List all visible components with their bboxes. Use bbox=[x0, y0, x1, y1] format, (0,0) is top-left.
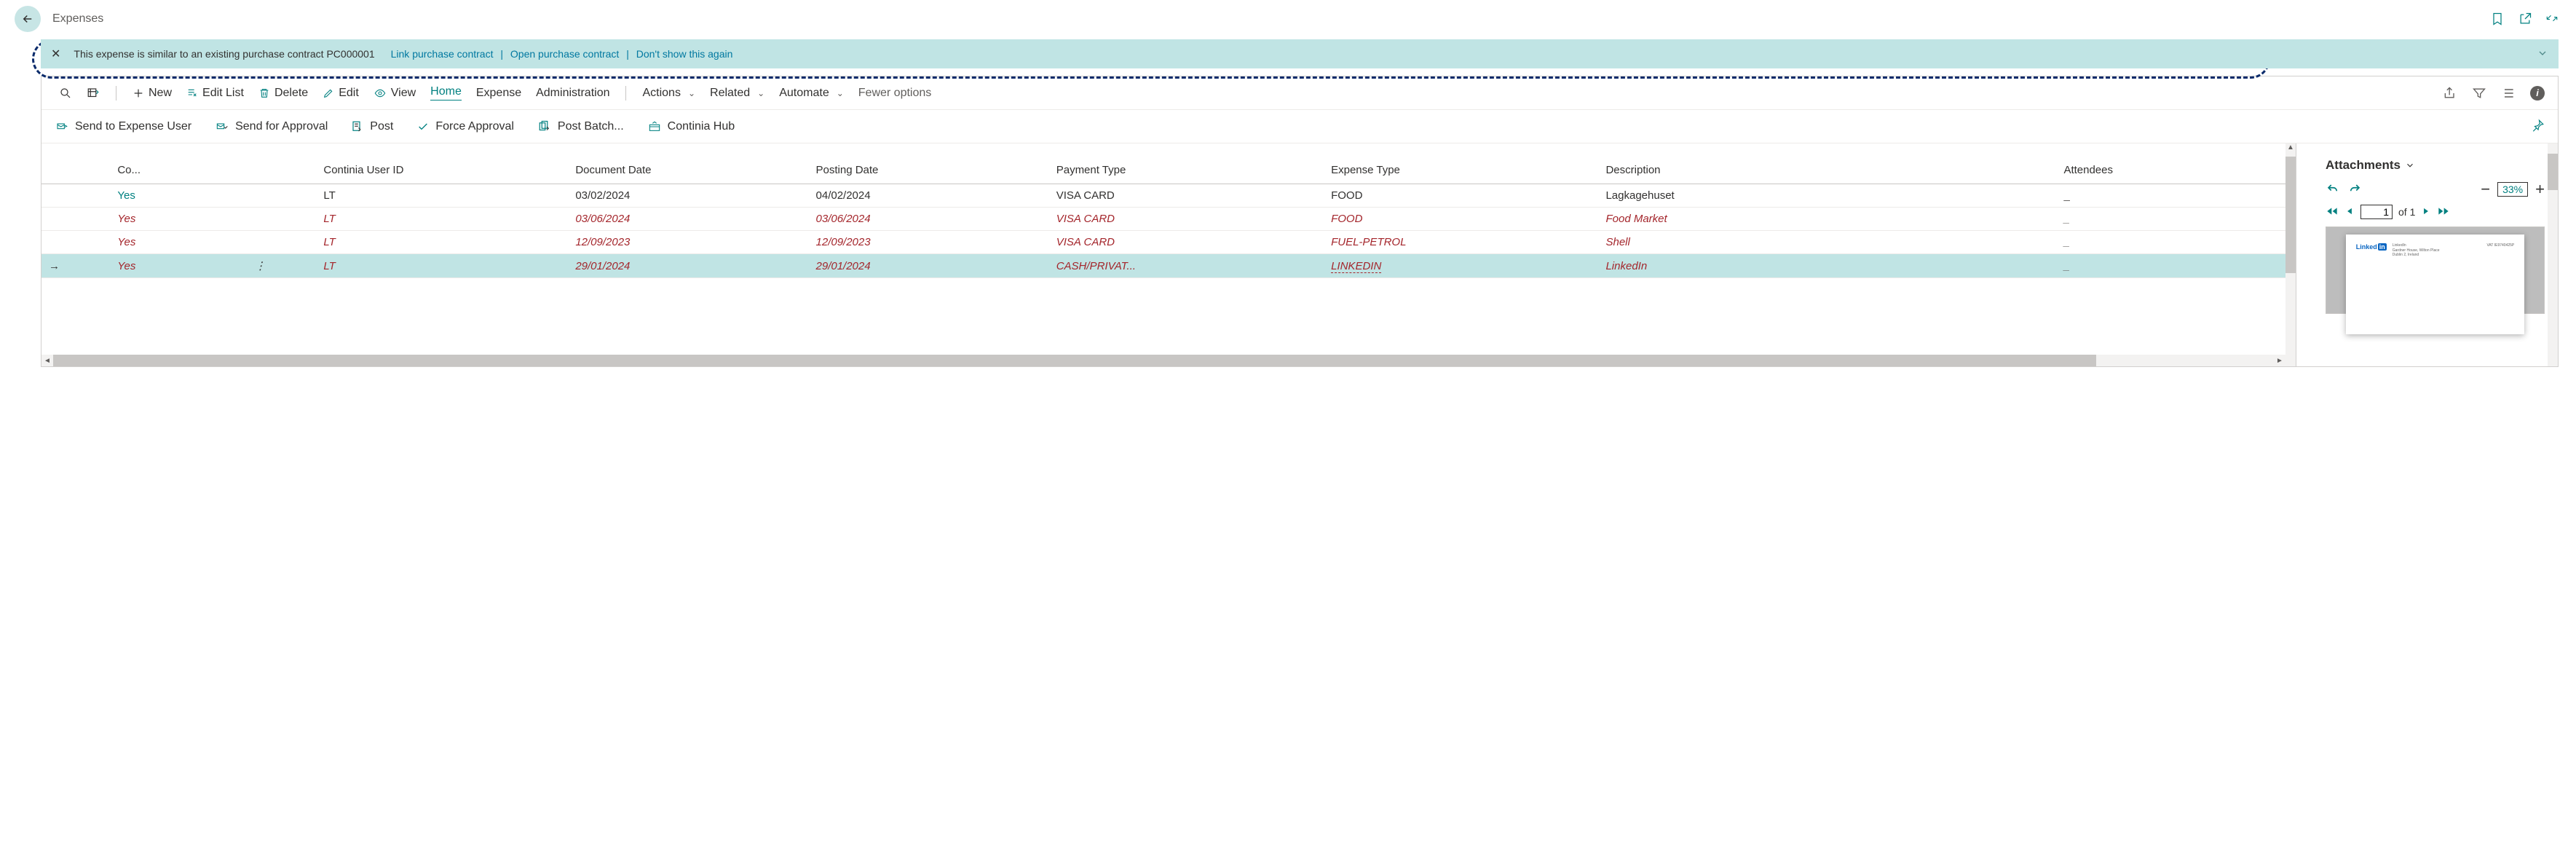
edit-list-button[interactable]: Edit List bbox=[182, 85, 248, 101]
search-icon[interactable] bbox=[55, 85, 76, 101]
table-row[interactable]: →Yes⋮LT29/01/202429/01/2024CASH/PRIVAT..… bbox=[42, 254, 2285, 278]
redo-icon[interactable] bbox=[2347, 183, 2362, 196]
page-input[interactable] bbox=[2360, 205, 2393, 219]
filter-icon[interactable] bbox=[2472, 86, 2486, 101]
attachments-heading[interactable]: Attachments bbox=[2326, 158, 2545, 173]
popout-icon[interactable] bbox=[2518, 12, 2532, 26]
col-co[interactable]: Co... bbox=[110, 158, 248, 184]
automate-menu[interactable]: Automate⌄ bbox=[775, 85, 848, 101]
col-payment-type[interactable]: Payment Type bbox=[1049, 158, 1324, 184]
undo-icon[interactable] bbox=[2326, 183, 2340, 196]
post-button[interactable]: Post bbox=[351, 120, 393, 133]
next-page-icon[interactable] bbox=[2421, 205, 2431, 219]
side-scrollbar[interactable] bbox=[2548, 143, 2558, 366]
ribbon-primary: New Edit List Delete Edit View Home bbox=[42, 76, 2558, 110]
list-layout-icon[interactable] bbox=[82, 85, 104, 101]
row-more-icon[interactable]: ⋮ bbox=[255, 260, 266, 272]
continia-hub[interactable]: Continia Hub bbox=[647, 120, 735, 133]
first-page-icon[interactable] bbox=[2326, 205, 2339, 219]
administration-tab[interactable]: Administration bbox=[532, 85, 614, 101]
bookmark-icon[interactable] bbox=[2490, 12, 2505, 26]
col-description[interactable]: Description bbox=[1598, 158, 2056, 184]
page-title: Expenses bbox=[52, 12, 103, 25]
col-attendees[interactable]: Attendees bbox=[2056, 158, 2285, 184]
view-button[interactable]: View bbox=[369, 85, 420, 101]
zoom-out[interactable]: − bbox=[2481, 180, 2490, 199]
last-page-icon[interactable] bbox=[2437, 205, 2450, 219]
edit-button[interactable]: Edit bbox=[318, 85, 363, 101]
collapse-icon[interactable] bbox=[2545, 12, 2559, 25]
send-to-expense-user[interactable]: Send to Expense User bbox=[55, 120, 191, 133]
close-icon[interactable]: ✕ bbox=[51, 47, 60, 61]
force-approval[interactable]: Force Approval bbox=[416, 120, 514, 133]
prev-page-icon[interactable] bbox=[2344, 205, 2355, 219]
link-purchase-contract[interactable]: Link purchase contract bbox=[391, 48, 494, 60]
back-button[interactable] bbox=[15, 6, 41, 32]
new-button[interactable]: New bbox=[128, 85, 176, 101]
expense-tab[interactable]: Expense bbox=[472, 85, 526, 101]
list-icon[interactable] bbox=[2501, 86, 2516, 101]
pin-icon[interactable] bbox=[2532, 119, 2545, 134]
delete-button[interactable]: Delete bbox=[254, 85, 312, 101]
col-posting-date[interactable]: Posting Date bbox=[809, 158, 1049, 184]
zoom-level[interactable]: 33% bbox=[2497, 182, 2528, 197]
table-row[interactable]: YesLT03/06/202403/06/2024VISA CARDFOODFo… bbox=[42, 208, 2285, 231]
document-preview[interactable]: Linkedin LinkedInGardner House, Wilton P… bbox=[2326, 226, 2545, 314]
home-tab[interactable]: Home bbox=[426, 84, 466, 102]
actions-menu[interactable]: Actions⌄ bbox=[638, 85, 700, 101]
col-doc-date[interactable]: Document Date bbox=[568, 158, 808, 184]
table-row[interactable]: YesLT12/09/202312/09/2023VISA CARDFUEL-P… bbox=[42, 231, 2285, 254]
info-icon[interactable]: i bbox=[2530, 86, 2545, 101]
related-menu[interactable]: Related⌄ bbox=[706, 85, 769, 101]
banner-message: This expense is similar to an existing p… bbox=[74, 48, 374, 60]
chevron-down-icon[interactable] bbox=[2537, 47, 2548, 61]
open-purchase-contract[interactable]: Open purchase contract bbox=[510, 48, 619, 60]
ribbon-secondary: Send to Expense User Send for Approval P… bbox=[42, 110, 2558, 143]
table-row[interactable]: YesLT03/02/202404/02/2024VISA CARDFOODLa… bbox=[42, 184, 2285, 208]
col-expense-type[interactable]: Expense Type bbox=[1324, 158, 1598, 184]
share-icon[interactable] bbox=[2443, 86, 2457, 101]
notification-banner: ✕ This expense is similar to an existing… bbox=[41, 39, 2559, 68]
dont-show-again[interactable]: Don't show this again bbox=[636, 48, 733, 60]
page-of-label: of 1 bbox=[2398, 206, 2415, 218]
horizontal-scrollbar[interactable]: ◄ ► bbox=[42, 355, 2285, 366]
fewer-options[interactable]: Fewer options bbox=[854, 85, 936, 101]
send-for-approval[interactable]: Send for Approval bbox=[215, 120, 328, 133]
col-user-id[interactable]: Continia User ID bbox=[316, 158, 568, 184]
expenses-table: Co... Continia User ID Document Date Pos… bbox=[42, 158, 2285, 278]
attachments-panel: Attachments − 33% + bbox=[2296, 143, 2558, 366]
post-batch[interactable]: Post Batch... bbox=[537, 120, 624, 133]
zoom-in[interactable]: + bbox=[2535, 180, 2545, 199]
